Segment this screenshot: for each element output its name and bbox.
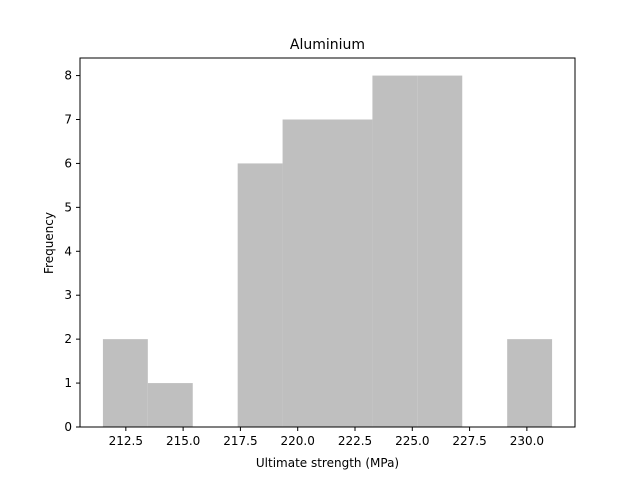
histogram-bar-6 — [372, 75, 418, 428]
x-tick-label: 225.0 — [395, 434, 429, 448]
y-tick-label: 6 — [64, 156, 72, 170]
x-tick-label: 230.0 — [510, 434, 544, 448]
y-axis-ticks: 0 1 2 3 4 5 6 7 8 — [64, 69, 80, 434]
chart-title: Aluminium — [290, 37, 365, 53]
histogram-bar-4 — [282, 119, 328, 427]
histogram-bar-5 — [327, 119, 373, 427]
x-tick-label: 227.5 — [452, 434, 486, 448]
y-tick-label: 3 — [64, 288, 72, 302]
x-tick-label: 212.5 — [109, 434, 143, 448]
y-tick-label: 7 — [64, 113, 72, 127]
x-tick-label: 220.0 — [281, 434, 315, 448]
histogram-bar-3 — [237, 163, 283, 427]
histogram-bar-7 — [417, 75, 463, 428]
plot-frame — [79, 57, 576, 428]
x-tick-label: 217.5 — [223, 434, 257, 448]
x-tick-label: 215.0 — [166, 434, 200, 448]
histogram-bar-9 — [507, 339, 553, 427]
y-tick-label: 0 — [64, 420, 72, 434]
bars-layer — [102, 75, 553, 428]
y-tick-label: 8 — [64, 69, 72, 83]
histogram-bar-1 — [147, 383, 193, 427]
y-tick-label: 1 — [64, 376, 72, 390]
y-axis-label: Frequency — [42, 212, 56, 274]
x-axis-ticks: 212.5 215.0 217.5 220.0 222.5 225.0 227.5 230.0 — [109, 427, 544, 448]
y-tick-label: 5 — [64, 200, 72, 214]
x-tick-label: 222.5 — [338, 434, 372, 448]
y-tick-label: 2 — [64, 332, 72, 346]
y-tick-label: 4 — [64, 244, 72, 258]
histogram-bar-0 — [102, 339, 148, 427]
x-axis-label: Ultimate strength (MPa) — [256, 456, 399, 470]
